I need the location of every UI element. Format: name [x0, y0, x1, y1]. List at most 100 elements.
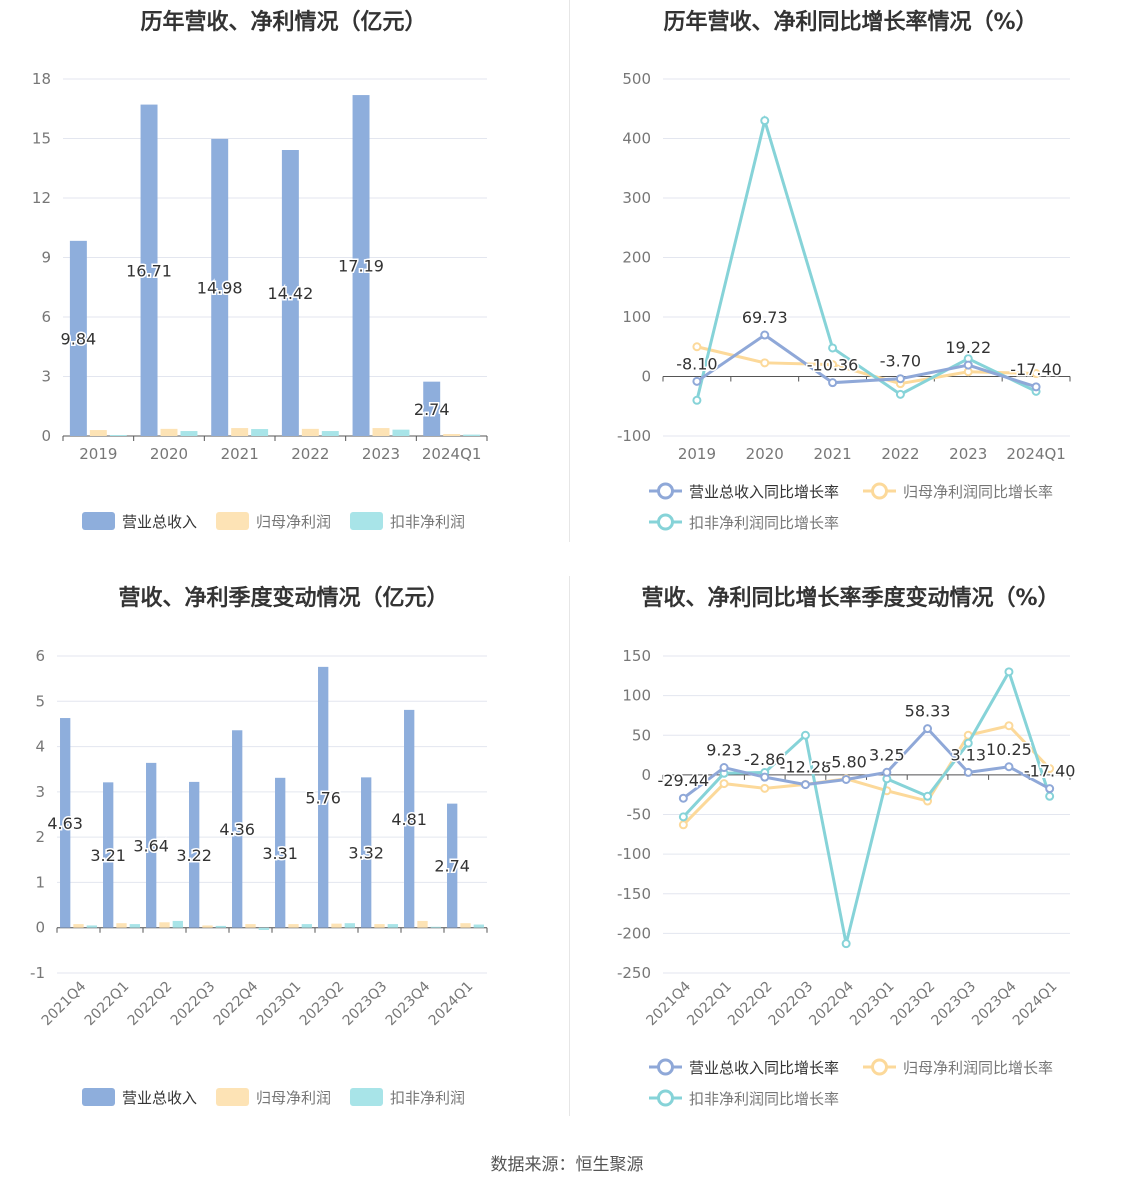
y-tick-label: -50 — [627, 806, 652, 824]
bar — [211, 138, 229, 436]
panel-annual-line: 历年营收、净利同比增长率情况（%） -100 0 100 200 300 400 500 20… — [567, 0, 1134, 576]
data-label: 5.76 — [305, 788, 341, 807]
bar — [103, 782, 114, 928]
x-tick-label: 2022Q1 — [82, 979, 133, 1030]
data-point — [828, 378, 838, 388]
bar — [109, 435, 127, 436]
data-label: -2.86 — [744, 750, 785, 769]
data-label: 10.25 — [986, 740, 1032, 759]
data-source: 数据来源：恒生聚源 — [490, 1155, 644, 1175]
vertical-divider — [569, 0, 570, 542]
legend-label: 归母净利润 — [256, 1089, 331, 1107]
bar — [245, 924, 256, 928]
series-line — [682, 724, 1051, 826]
y-tick-label: 18 — [32, 70, 51, 88]
bar — [404, 709, 415, 928]
data-label: 14.98 — [197, 278, 243, 297]
y-tick-label: 500 — [622, 70, 651, 88]
data-point — [828, 343, 838, 353]
x-tick-label: 2023Q2 — [297, 979, 348, 1030]
data-label: -10.36 — [807, 356, 859, 375]
legend-marker — [657, 1089, 674, 1107]
panel-quarterly-line: 营收、净利同比增长率季度变动情况（%） -250 -200 -150 -100 -50 0… — [567, 576, 1134, 1152]
bar — [361, 777, 372, 928]
chart-annual-revenue-profit: 0 3 6 9 12 15 18 2019 2020 2021 2022 2023 2024Q1 9.84… — [32, 70, 488, 531]
legend-marker — [657, 513, 674, 531]
legend-label: 归母净利润 — [256, 513, 331, 531]
legend-label: 营业总收入同比增长率 — [689, 1059, 839, 1077]
data-label: 19.22 — [945, 338, 991, 357]
bar — [392, 429, 410, 436]
bar — [288, 924, 299, 928]
legend-marker — [657, 482, 674, 500]
y-tick-label: 9 — [41, 249, 51, 267]
data-label: 4.63 — [47, 814, 83, 833]
x-tick-label: 2023 — [362, 445, 400, 463]
x-tick-label: 2019 — [79, 445, 117, 463]
y-tick-label: 0 — [641, 368, 651, 386]
bar — [374, 924, 385, 928]
bar — [60, 718, 71, 928]
x-tick-label: 2022Q3 — [766, 979, 817, 1030]
chart-title: 营收、净利季度变动情况（亿元） — [118, 586, 449, 611]
y-tick-label: 100 — [622, 308, 651, 326]
y-tick-label: 3 — [35, 783, 45, 801]
bar — [140, 104, 158, 437]
x-tick-label: 2023Q3 — [340, 979, 391, 1030]
y-tick-label: 0 — [41, 427, 51, 445]
data-point — [1031, 369, 1041, 379]
x-tick-label: 2022Q3 — [168, 979, 219, 1030]
data-point — [841, 774, 851, 784]
bar — [344, 923, 355, 928]
y-tick-label: -250 — [617, 964, 651, 982]
x-tick-label: 2020 — [746, 445, 784, 463]
x-tick-label: 2021 — [221, 445, 259, 463]
data-point — [1045, 764, 1055, 774]
y-tick-label: 3 — [41, 368, 51, 386]
bar — [443, 434, 461, 436]
data-point — [1045, 791, 1055, 801]
data-label: 3.22 — [176, 846, 212, 865]
legend-label: 归母净利润同比增长率 — [903, 483, 1053, 501]
series-line — [695, 114, 1037, 401]
legend-label: 归母净利润同比增长率 — [903, 1059, 1053, 1077]
chart-quarterly-growth: -250-200-150-100-500501001502021Q42022Q1… — [617, 647, 1077, 1108]
data-label: 3.25 — [869, 745, 905, 764]
y-tick-label: 2 — [35, 828, 45, 846]
y-tick-label: -1 — [30, 964, 45, 982]
x-tick-label: 2023Q3 — [928, 979, 979, 1030]
bar — [146, 762, 157, 928]
data-point — [678, 812, 688, 822]
x-tick-label: 2019 — [678, 445, 716, 463]
y-tick-label: 15 — [32, 130, 51, 148]
y-tick-label: -100 — [617, 427, 651, 445]
bar — [232, 730, 243, 928]
data-point — [692, 376, 702, 386]
bar — [463, 434, 481, 436]
bar — [202, 925, 213, 928]
y-tick-label: 0 — [35, 919, 45, 937]
data-point — [963, 360, 973, 370]
data-point — [760, 783, 770, 793]
data-point — [841, 939, 851, 949]
data-point — [895, 374, 905, 384]
chart-title: 历年营收、净利同比增长率情况（%） — [663, 10, 1038, 35]
x-tick-label: 2024Q1 — [1010, 979, 1061, 1030]
panel-quarterly-bar: 营收、净利季度变动情况（亿元） -1 0 1 2 3 4 5 6 2021Q4 2022Q1 202… — [0, 576, 567, 1152]
y-tick-label: 100 — [622, 687, 651, 705]
legend-label: 扣非净利润同比增长率 — [689, 1090, 839, 1108]
legend-label: 扣非净利润同比增长率 — [689, 514, 839, 532]
legend-swatch — [82, 512, 115, 530]
bar — [417, 920, 428, 928]
data-label: 9.23 — [706, 741, 742, 760]
bar — [89, 430, 107, 436]
y-tick-label: -200 — [617, 924, 651, 942]
data-point — [760, 116, 770, 126]
bar — [159, 922, 170, 928]
data-label: -5.80 — [825, 752, 866, 771]
data-label: 69.73 — [742, 308, 788, 327]
data-label: -17.40 — [1010, 360, 1062, 379]
data-point — [963, 738, 973, 748]
x-tick-label: 2022Q2 — [725, 979, 776, 1030]
data-label: 3.21 — [90, 846, 126, 865]
